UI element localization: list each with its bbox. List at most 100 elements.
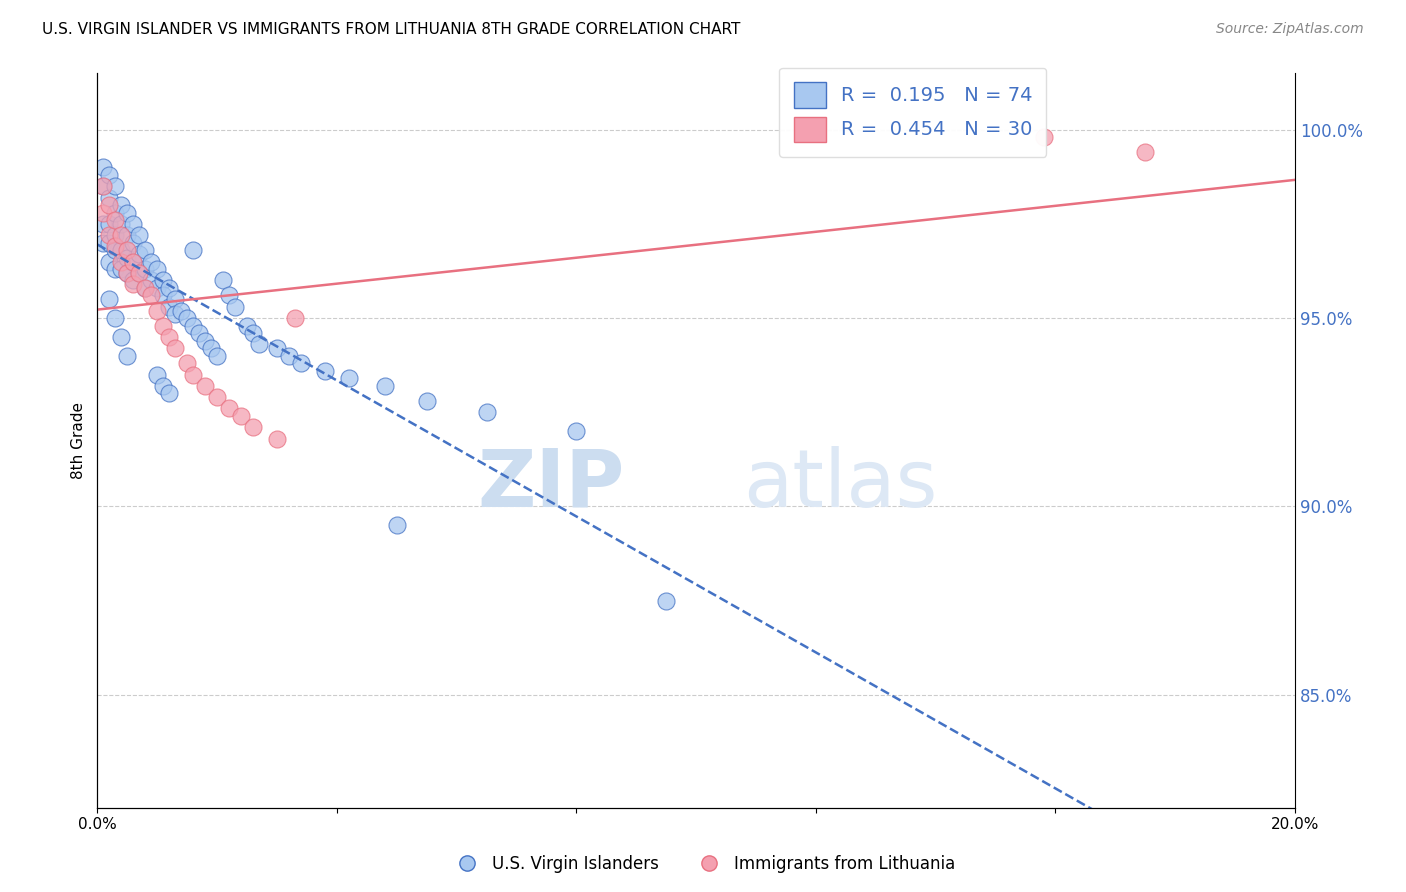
Point	[104, 228, 127, 243]
Point	[181, 318, 204, 333]
Point	[165, 341, 187, 355]
Point	[200, 341, 222, 355]
Point	[152, 273, 174, 287]
Point	[134, 281, 156, 295]
Point	[146, 262, 169, 277]
Point	[194, 379, 217, 393]
Point	[194, 334, 217, 348]
Point	[104, 179, 127, 194]
Point	[157, 300, 180, 314]
Point	[247, 337, 270, 351]
Point	[91, 179, 114, 194]
Point	[229, 409, 252, 423]
Legend: U.S. Virgin Islanders, Immigrants from Lithuania: U.S. Virgin Islanders, Immigrants from L…	[444, 848, 962, 880]
Point	[128, 266, 150, 280]
Point	[146, 281, 169, 295]
Point	[91, 235, 114, 250]
Point	[152, 288, 174, 302]
Point	[91, 205, 114, 219]
Point	[242, 326, 264, 340]
Point	[110, 244, 132, 258]
Point	[98, 217, 121, 231]
Point	[98, 190, 121, 204]
Point	[117, 244, 139, 258]
Point	[104, 311, 127, 326]
Point	[104, 213, 127, 227]
Point	[104, 239, 127, 253]
Point	[134, 262, 156, 277]
Point	[91, 179, 114, 194]
Point	[110, 198, 132, 212]
Point	[385, 518, 408, 533]
Text: atlas: atlas	[742, 445, 936, 524]
Point	[1032, 130, 1054, 145]
Point	[117, 266, 139, 280]
Point	[181, 244, 204, 258]
Point	[314, 364, 336, 378]
Point	[134, 244, 156, 258]
Point	[236, 318, 259, 333]
Point	[266, 432, 288, 446]
Legend: R =  0.195   N = 74, R =  0.454   N = 30: R = 0.195 N = 74, R = 0.454 N = 30	[779, 68, 1046, 157]
Text: ZIP: ZIP	[477, 445, 624, 524]
Point	[91, 217, 114, 231]
Point	[205, 349, 228, 363]
Point	[170, 303, 193, 318]
Point	[266, 341, 288, 355]
Point	[117, 228, 139, 243]
Point	[475, 405, 498, 419]
Point	[117, 251, 139, 265]
Point	[141, 254, 163, 268]
Point	[152, 318, 174, 333]
Point	[152, 379, 174, 393]
Point	[110, 330, 132, 344]
Point	[374, 379, 396, 393]
Point	[117, 349, 139, 363]
Point	[104, 262, 127, 277]
Point	[205, 390, 228, 404]
Point	[415, 393, 437, 408]
Point	[122, 217, 145, 231]
Point	[157, 386, 180, 401]
Point	[165, 292, 187, 306]
Point	[98, 228, 121, 243]
Point	[98, 254, 121, 268]
Point	[157, 330, 180, 344]
Point	[141, 273, 163, 287]
Point	[122, 277, 145, 292]
Point	[565, 424, 588, 438]
Point	[128, 228, 150, 243]
Point	[98, 235, 121, 250]
Point	[128, 247, 150, 261]
Point	[224, 300, 246, 314]
Point	[122, 273, 145, 287]
Point	[157, 281, 180, 295]
Point	[98, 292, 121, 306]
Point	[110, 217, 132, 231]
Point	[141, 288, 163, 302]
Point	[134, 281, 156, 295]
Point	[110, 262, 132, 277]
Point	[181, 368, 204, 382]
Point	[98, 198, 121, 212]
Text: U.S. VIRGIN ISLANDER VS IMMIGRANTS FROM LITHUANIA 8TH GRADE CORRELATION CHART: U.S. VIRGIN ISLANDER VS IMMIGRANTS FROM …	[42, 22, 741, 37]
Point	[176, 356, 198, 370]
Point	[655, 593, 678, 607]
Text: Source: ZipAtlas.com: Source: ZipAtlas.com	[1216, 22, 1364, 37]
Point	[104, 205, 127, 219]
Point	[284, 311, 307, 326]
Point	[110, 254, 132, 268]
Point	[176, 311, 198, 326]
Point	[122, 254, 145, 268]
Point	[278, 349, 301, 363]
Point	[212, 273, 235, 287]
Point	[128, 266, 150, 280]
Point	[242, 420, 264, 434]
Point	[218, 401, 240, 416]
Y-axis label: 8th Grade: 8th Grade	[72, 402, 86, 479]
Point	[1135, 145, 1157, 160]
Point	[146, 368, 169, 382]
Point	[218, 288, 240, 302]
Point	[122, 254, 145, 268]
Point	[188, 326, 211, 340]
